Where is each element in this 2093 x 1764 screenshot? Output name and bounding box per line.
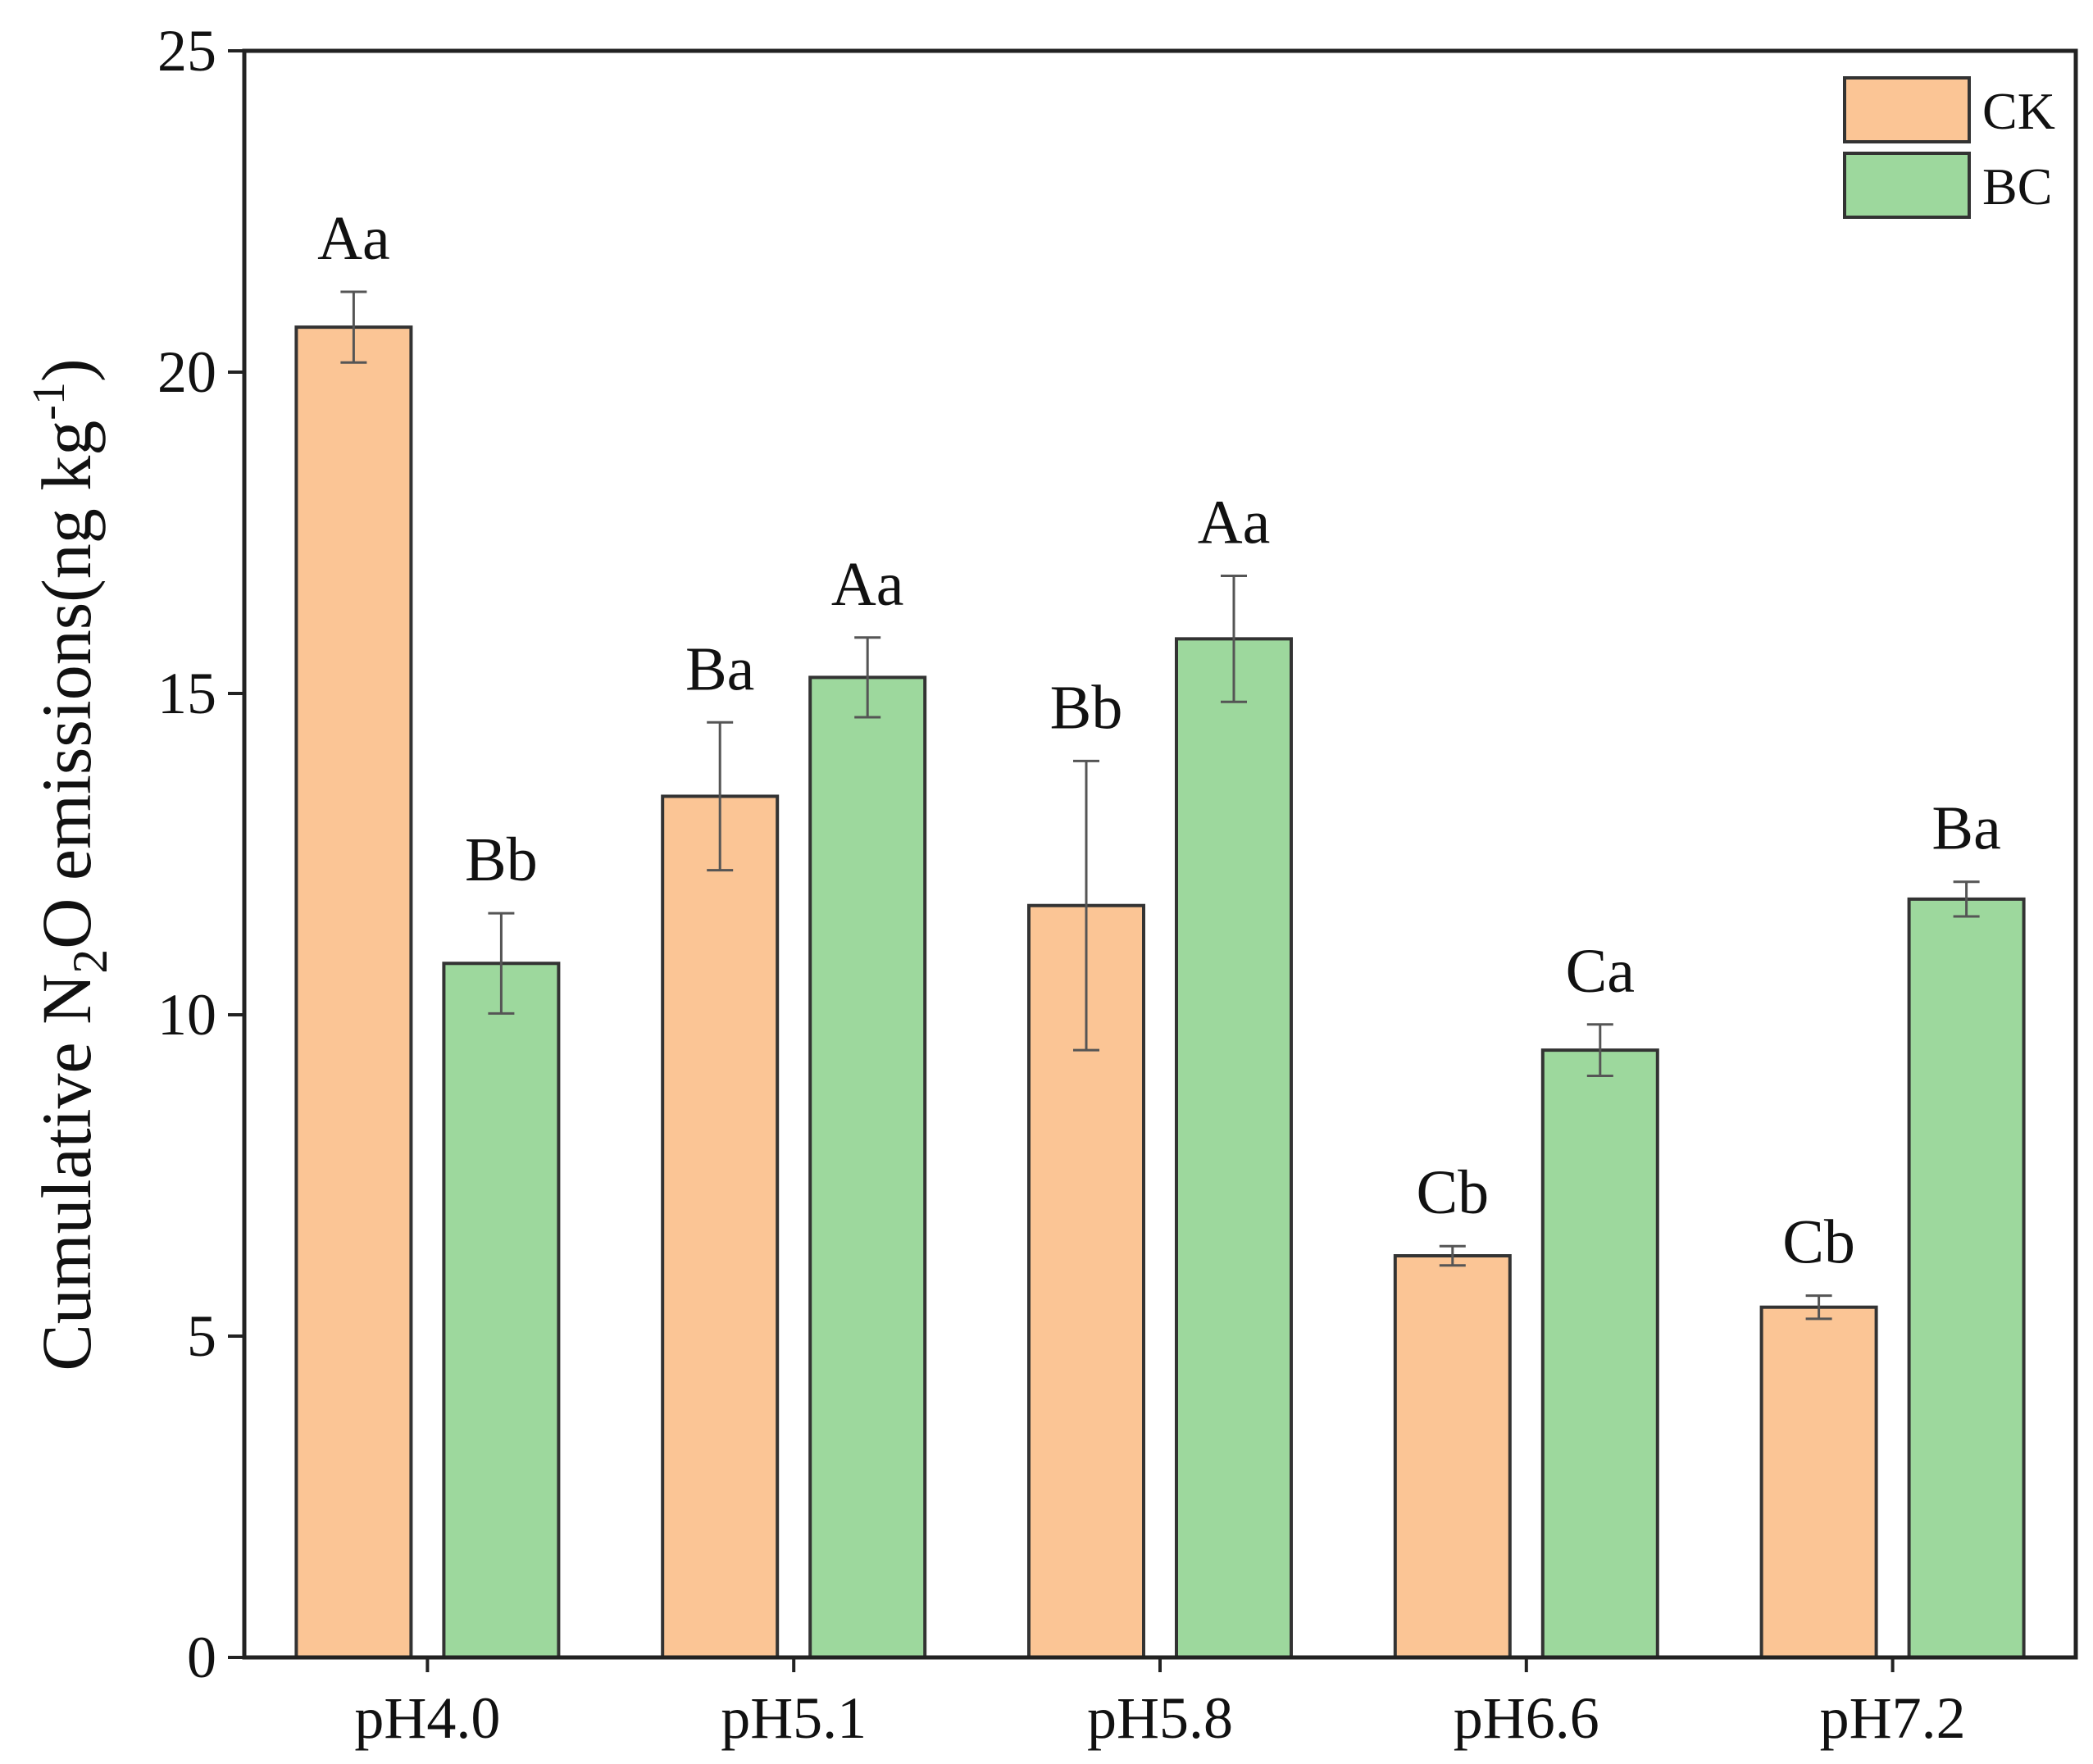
- bar-ck-ph5.1: [661, 794, 780, 1660]
- significance-label-ck-ph4.0: Aa: [317, 204, 390, 273]
- significance-label-bc-ph6.6: Ca: [1566, 937, 1635, 1006]
- y-tick-label-10: 10: [157, 982, 216, 1048]
- legend-swatch-ck: [1843, 76, 1971, 143]
- significance-label-bc-ph7.2: Ba: [1931, 794, 2000, 863]
- legend-label-bc: BC: [1982, 157, 2052, 216]
- significance-label-ck-ph5.1: Ba: [685, 634, 754, 703]
- bar-bc-ph7.2: [1907, 897, 2026, 1659]
- y-axis-label-suffix: ): [27, 358, 106, 382]
- plot-frame: [242, 48, 2078, 1660]
- bar-bc-ph4.0: [442, 962, 561, 1659]
- bar-bc-ph5.1: [808, 675, 927, 1659]
- significance-label-bc-ph5.1: Aa: [831, 550, 904, 619]
- legend: CK BC: [1843, 76, 2055, 219]
- x-tick-label-ph4.0: pH4.0: [354, 1685, 500, 1751]
- bar-ck-ph6.6: [1393, 1254, 1512, 1659]
- labels-layer: Aa Bb Ba Aa Bb Aa Cb Ca Cb Ba: [317, 204, 2001, 1277]
- legend-label-ck: CK: [1982, 82, 2055, 140]
- significance-label-ck-ph7.2: Cb: [1782, 1208, 1855, 1277]
- axis-layer: pH4.0 pH5.1 pH5.8 pH6.6 pH7.2 0 5 10 15 20 25: [157, 18, 2078, 1751]
- y-axis-label: Cumulative N2O emissions(ng kg-1): [24, 358, 117, 1371]
- significance-label-ck-ph5.8: Bb: [1050, 673, 1123, 742]
- x-tick-label-ph7.2: pH7.2: [1820, 1685, 1966, 1751]
- y-tick-label-15: 15: [157, 661, 216, 726]
- y-axis-label-prefix: Cumulative N: [27, 974, 106, 1371]
- y-axis-label-subscript: 2: [63, 949, 117, 974]
- x-tick-label-ph5.1: pH5.1: [721, 1685, 867, 1751]
- bar-bc-ph5.8: [1175, 637, 1293, 1659]
- bar-ck-ph7.2: [1759, 1305, 1878, 1659]
- significance-label-bc-ph5.8: Aa: [1198, 489, 1271, 557]
- bar-ck-ph4.0: [294, 325, 413, 1659]
- bar-bc-ph6.6: [1540, 1048, 1659, 1659]
- significance-label-ck-ph6.6: Cb: [1416, 1158, 1489, 1227]
- legend-swatch-bc: [1843, 152, 1971, 219]
- x-tick-label-ph5.8: pH5.8: [1087, 1685, 1233, 1751]
- significance-label-bc-ph4.0: Bb: [465, 825, 538, 894]
- x-tick-label-ph6.6: pH6.6: [1454, 1685, 1599, 1751]
- y-tick-label-0: 0: [187, 1625, 216, 1690]
- y-tick-label-25: 25: [157, 18, 216, 84]
- y-axis-label-superscript: -1: [24, 382, 75, 421]
- bars-layer: [294, 290, 2026, 1660]
- y-tick-label-20: 20: [157, 339, 216, 405]
- y-axis-label-middle: O emissions(ng kg: [27, 421, 106, 949]
- y-tick-label-5: 5: [187, 1303, 216, 1369]
